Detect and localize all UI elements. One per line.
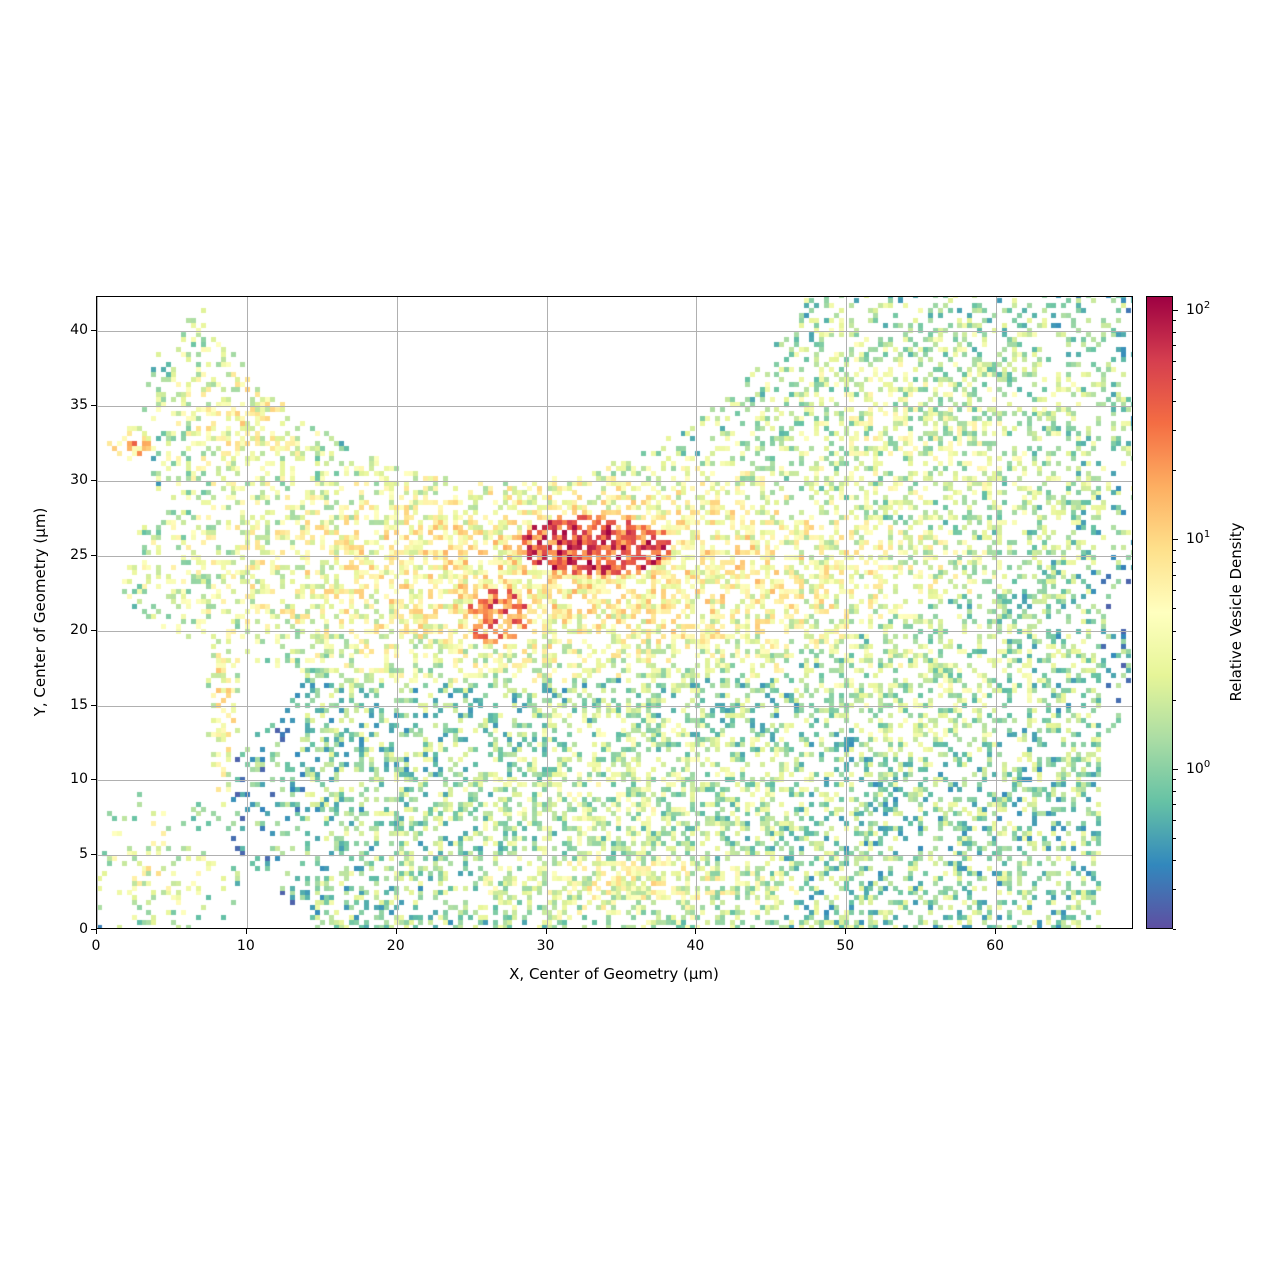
density-heatmap <box>97 297 1132 928</box>
gridline-x <box>396 297 398 928</box>
colorbar-tick-label: 101 <box>1186 529 1211 548</box>
y-tick-label: 10 <box>70 771 88 788</box>
y-tick-mark <box>91 330 96 332</box>
y-tick-label: 25 <box>70 546 88 563</box>
x-tick-mark <box>545 929 547 934</box>
x-tick-mark <box>245 929 247 934</box>
gridline-x <box>996 297 998 928</box>
gridline-y <box>97 780 1132 782</box>
y-tick-mark <box>91 554 96 556</box>
colorbar-minor-tick <box>1173 888 1176 890</box>
colorbar-minor-tick <box>1173 790 1176 792</box>
x-tick-mark <box>995 929 997 934</box>
colorbar-minor-tick <box>1173 360 1176 362</box>
y-tick-label: 20 <box>70 621 88 638</box>
y-tick-label: 5 <box>79 846 88 863</box>
colorbar-minor-tick <box>1173 608 1176 610</box>
colorbar-minor-tick <box>1173 549 1176 551</box>
gridline-y <box>97 855 1132 857</box>
colorbar-minor-tick <box>1173 561 1176 563</box>
y-axis-label: Y, Center of Geometry (µm) <box>31 507 49 717</box>
x-tick-mark <box>845 929 847 934</box>
colorbar-minor-tick <box>1173 345 1176 347</box>
gridline-x <box>846 297 848 928</box>
y-tick-mark <box>91 405 96 407</box>
colorbar-minor-tick <box>1173 929 1176 930</box>
x-tick-label: 10 <box>236 938 255 954</box>
colorbar-minor-tick <box>1173 859 1176 861</box>
colorbar-minor-tick <box>1173 332 1176 334</box>
x-tick-label: 30 <box>536 938 555 954</box>
colorbar-minor-tick <box>1173 429 1176 431</box>
x-tick-mark <box>395 929 397 934</box>
gridline-x <box>97 297 98 928</box>
gridline-y <box>97 630 1132 632</box>
y-tick-label: 40 <box>70 322 88 339</box>
colorbar-minor-tick <box>1173 630 1176 632</box>
gridline-x <box>546 297 548 928</box>
colorbar-minor-tick <box>1173 779 1176 781</box>
y-tick-label: 15 <box>70 696 88 713</box>
y-tick-mark <box>91 704 96 706</box>
colorbar-minor-tick <box>1173 590 1176 592</box>
x-axis-label: X, Center of Geometry (µm) <box>509 965 719 983</box>
y-tick-label: 0 <box>79 921 88 937</box>
colorbar-label: Relative Vesicle Density <box>1227 522 1245 702</box>
gridline-x <box>696 297 698 928</box>
y-tick-mark <box>91 629 96 631</box>
gridline-x <box>246 297 248 928</box>
colorbar-minor-tick <box>1173 378 1176 380</box>
colorbar-tick-label: 102 <box>1186 300 1211 319</box>
colorbar-minor-tick <box>1173 401 1176 403</box>
y-tick-label: 35 <box>70 397 88 414</box>
y-tick-mark <box>91 779 96 781</box>
x-tick-label: 60 <box>986 938 1005 954</box>
gridline-y <box>97 555 1132 557</box>
x-tick-mark <box>695 929 697 934</box>
colorbar-tick-label: 100 <box>1186 758 1211 777</box>
x-tick-label: 50 <box>836 938 855 954</box>
y-tick-mark <box>91 929 96 930</box>
colorbar-minor-tick <box>1173 804 1176 806</box>
colorbar-minor-tick <box>1173 574 1176 576</box>
colorbar-major-tick <box>1173 768 1178 770</box>
colorbar-minor-tick <box>1173 699 1176 701</box>
x-tick-mark <box>96 929 97 934</box>
x-tick-label: 0 <box>91 938 101 954</box>
colorbar-minor-tick <box>1173 819 1176 821</box>
y-tick-label: 30 <box>70 472 88 489</box>
gridline-y <box>97 331 1132 333</box>
colorbar-minor-tick <box>1173 837 1176 839</box>
colorbar <box>1146 296 1173 929</box>
colorbar-minor-tick <box>1173 659 1176 661</box>
colorbar-major-tick <box>1173 309 1178 311</box>
x-tick-label: 20 <box>386 938 405 954</box>
plot-area <box>96 296 1133 929</box>
gridline-y <box>97 705 1132 707</box>
x-tick-label: 40 <box>686 938 705 954</box>
y-tick-mark <box>91 854 96 856</box>
gridline-y <box>97 481 1132 483</box>
gridline-y <box>97 406 1132 408</box>
y-tick-mark <box>91 480 96 482</box>
colorbar-minor-tick <box>1173 320 1176 322</box>
colorbar-major-tick <box>1173 539 1178 541</box>
colorbar-minor-tick <box>1173 470 1176 472</box>
